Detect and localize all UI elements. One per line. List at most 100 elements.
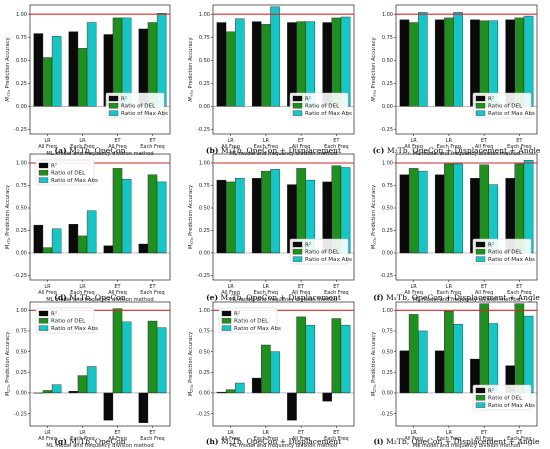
legend-label: Ratio of Max Abs	[488, 257, 535, 263]
bar-ratio-of-del-3	[296, 316, 306, 394]
panel-caption: (f) MₓTb, OpeCon + Displacement + Angle	[373, 293, 540, 302]
plot-frame	[212, 301, 355, 427]
y-axis-label: MXTb Prediction Accuracy	[188, 185, 194, 250]
legend-label: Ratio of Max Abs	[488, 403, 535, 409]
legend-label: R²	[305, 95, 311, 102]
y-tick-label: 0.50	[382, 58, 393, 64]
x-tick-label-model: ET	[516, 430, 523, 436]
legend-swatch	[475, 395, 486, 401]
x-tick-label-freq: Each Freq	[437, 290, 461, 296]
bar-ratio-of-max-abs-1	[235, 18, 245, 107]
y-tick-label: 1.00	[16, 12, 27, 18]
bar-r--3	[287, 392, 297, 421]
y-tick-label: 0.75	[199, 329, 210, 335]
y-tick-label: 1.00	[382, 308, 393, 314]
y-tick-label: 0.75	[16, 183, 27, 189]
y-tick-label: 0.25	[199, 228, 210, 234]
x-tick-label-freq: Each Freq	[140, 290, 164, 296]
x-tick-label-model: LR	[227, 284, 234, 290]
bar-ratio-of-max-abs-1	[51, 384, 62, 394]
panel-caption: (e) MₓTb, OpeCon + Displacement	[206, 293, 341, 302]
legend-swatch	[475, 402, 486, 408]
y-tick-label: 0.00	[199, 251, 210, 257]
bar-r--2	[68, 31, 79, 107]
x-tick-label-freq: Each Freq	[140, 436, 164, 442]
legend-swatch	[38, 162, 49, 169]
bar-r--2	[251, 377, 262, 394]
bar-ratio-of-del-2	[77, 375, 88, 394]
x-tick-label-model: LR	[263, 284, 270, 290]
bar-ratio-of-max-abs-3	[305, 324, 316, 394]
legend-label: Ratio of DEL	[488, 396, 523, 402]
legend-swatch	[38, 310, 49, 317]
bar-ratio-of-max-abs-2	[453, 324, 463, 394]
legend-label: R²	[121, 95, 127, 102]
legend-label: Ratio of DEL	[305, 104, 340, 110]
y-tick-label: 0.00	[199, 391, 210, 397]
y-tick-label: 1.00	[16, 308, 27, 314]
bar-r--2	[68, 391, 79, 394]
plot-frame	[395, 4, 538, 135]
y-axis-label: MXTb Prediction Accuracy	[371, 185, 377, 250]
bar-ratio-of-max-abs-2	[270, 351, 280, 394]
x-tick-label-model: ET	[481, 430, 488, 436]
bar-ratio-of-max-abs-4	[156, 13, 167, 107]
x-tick-label-freq: Each Freq	[507, 144, 531, 150]
x-tick-label-freq: All Freq	[475, 436, 494, 442]
legend-label: Ratio of DEL	[51, 319, 86, 325]
bar-ratio-of-del-4	[331, 318, 342, 394]
x-tick-label-model: LR	[446, 430, 453, 436]
plot-frame	[29, 153, 171, 281]
y-tick-label: 0.00	[16, 104, 27, 110]
legend-swatch	[292, 103, 303, 109]
y-tick-label: 0.75	[382, 183, 393, 189]
legend-label: R²	[488, 387, 494, 394]
legend-label: Ratio of Max Abs	[305, 111, 352, 117]
legend-swatch	[292, 241, 303, 248]
y-tick-label: 0.50	[16, 349, 27, 355]
y-tick-label: 0.25	[199, 370, 210, 376]
x-tick-label-freq: All Freq	[292, 436, 311, 442]
bar-r--2	[68, 224, 79, 254]
chart-panel-4: -0.25 0.00 0.25 0.50 0.75 1.00 MXTb Prediction…	[5, 153, 171, 303]
legend-swatch	[221, 325, 232, 331]
bar-r--4	[138, 243, 149, 254]
bar-ratio-of-del-2	[77, 235, 88, 254]
bar-ratio-of-max-abs-1	[51, 228, 62, 254]
x-tick-label-freq: All Freq	[292, 144, 311, 150]
x-tick-label-model: ET	[333, 138, 340, 144]
bar-ratio-of-del-4	[147, 320, 158, 394]
bar-ratio-of-del-2	[261, 344, 271, 394]
bar-ratio-of-del-1	[42, 390, 53, 394]
legend-label: Ratio of DEL	[234, 319, 269, 325]
x-axis-label: ML model and frequency division method	[230, 443, 337, 449]
bar-ratio-of-max-abs-1	[418, 330, 428, 394]
y-tick-label: -0.25	[380, 127, 393, 133]
bar-ratio-of-max-abs-4	[523, 315, 534, 394]
bar-ratio-of-max-abs-2	[453, 163, 463, 254]
y-tick-label: 0.25	[16, 228, 27, 234]
legend-label: Ratio of Max Abs	[488, 111, 535, 117]
plot-frame	[395, 301, 538, 427]
x-tick-label-model: ET	[149, 284, 156, 290]
y-tick-label: 0.50	[16, 58, 27, 64]
y-tick-label: 0.00	[199, 104, 210, 110]
y-tick-label: -0.25	[380, 273, 393, 279]
bar-ratio-of-del-3	[112, 308, 123, 394]
x-tick-label-freq: All Freq	[38, 290, 57, 296]
x-tick-label-model: LR	[44, 430, 51, 436]
bar-ratio-of-del-1	[225, 181, 236, 254]
bar-r--1	[399, 350, 410, 394]
panel-caption: (d) MₓTb, OpeCon	[54, 293, 126, 302]
x-tick-label-freq: Each Freq	[254, 144, 278, 150]
legend-box	[105, 92, 165, 119]
legend-label: Ratio of DEL	[488, 250, 523, 256]
x-tick-label-freq: All Freq	[38, 144, 57, 150]
x-tick-label-freq: All Freq	[221, 290, 240, 296]
y-tick-label: 1.00	[199, 308, 210, 314]
bar-ratio-of-del-2	[261, 24, 271, 107]
y-tick-label: -0.25	[197, 273, 210, 279]
